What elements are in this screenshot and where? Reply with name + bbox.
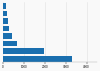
Bar — [3, 48, 44, 54]
Bar — [3, 18, 8, 24]
Bar — [3, 3, 6, 9]
Bar — [3, 11, 7, 16]
Bar — [3, 33, 12, 39]
Bar — [3, 26, 9, 31]
Bar — [3, 41, 17, 46]
Bar — [3, 56, 72, 62]
